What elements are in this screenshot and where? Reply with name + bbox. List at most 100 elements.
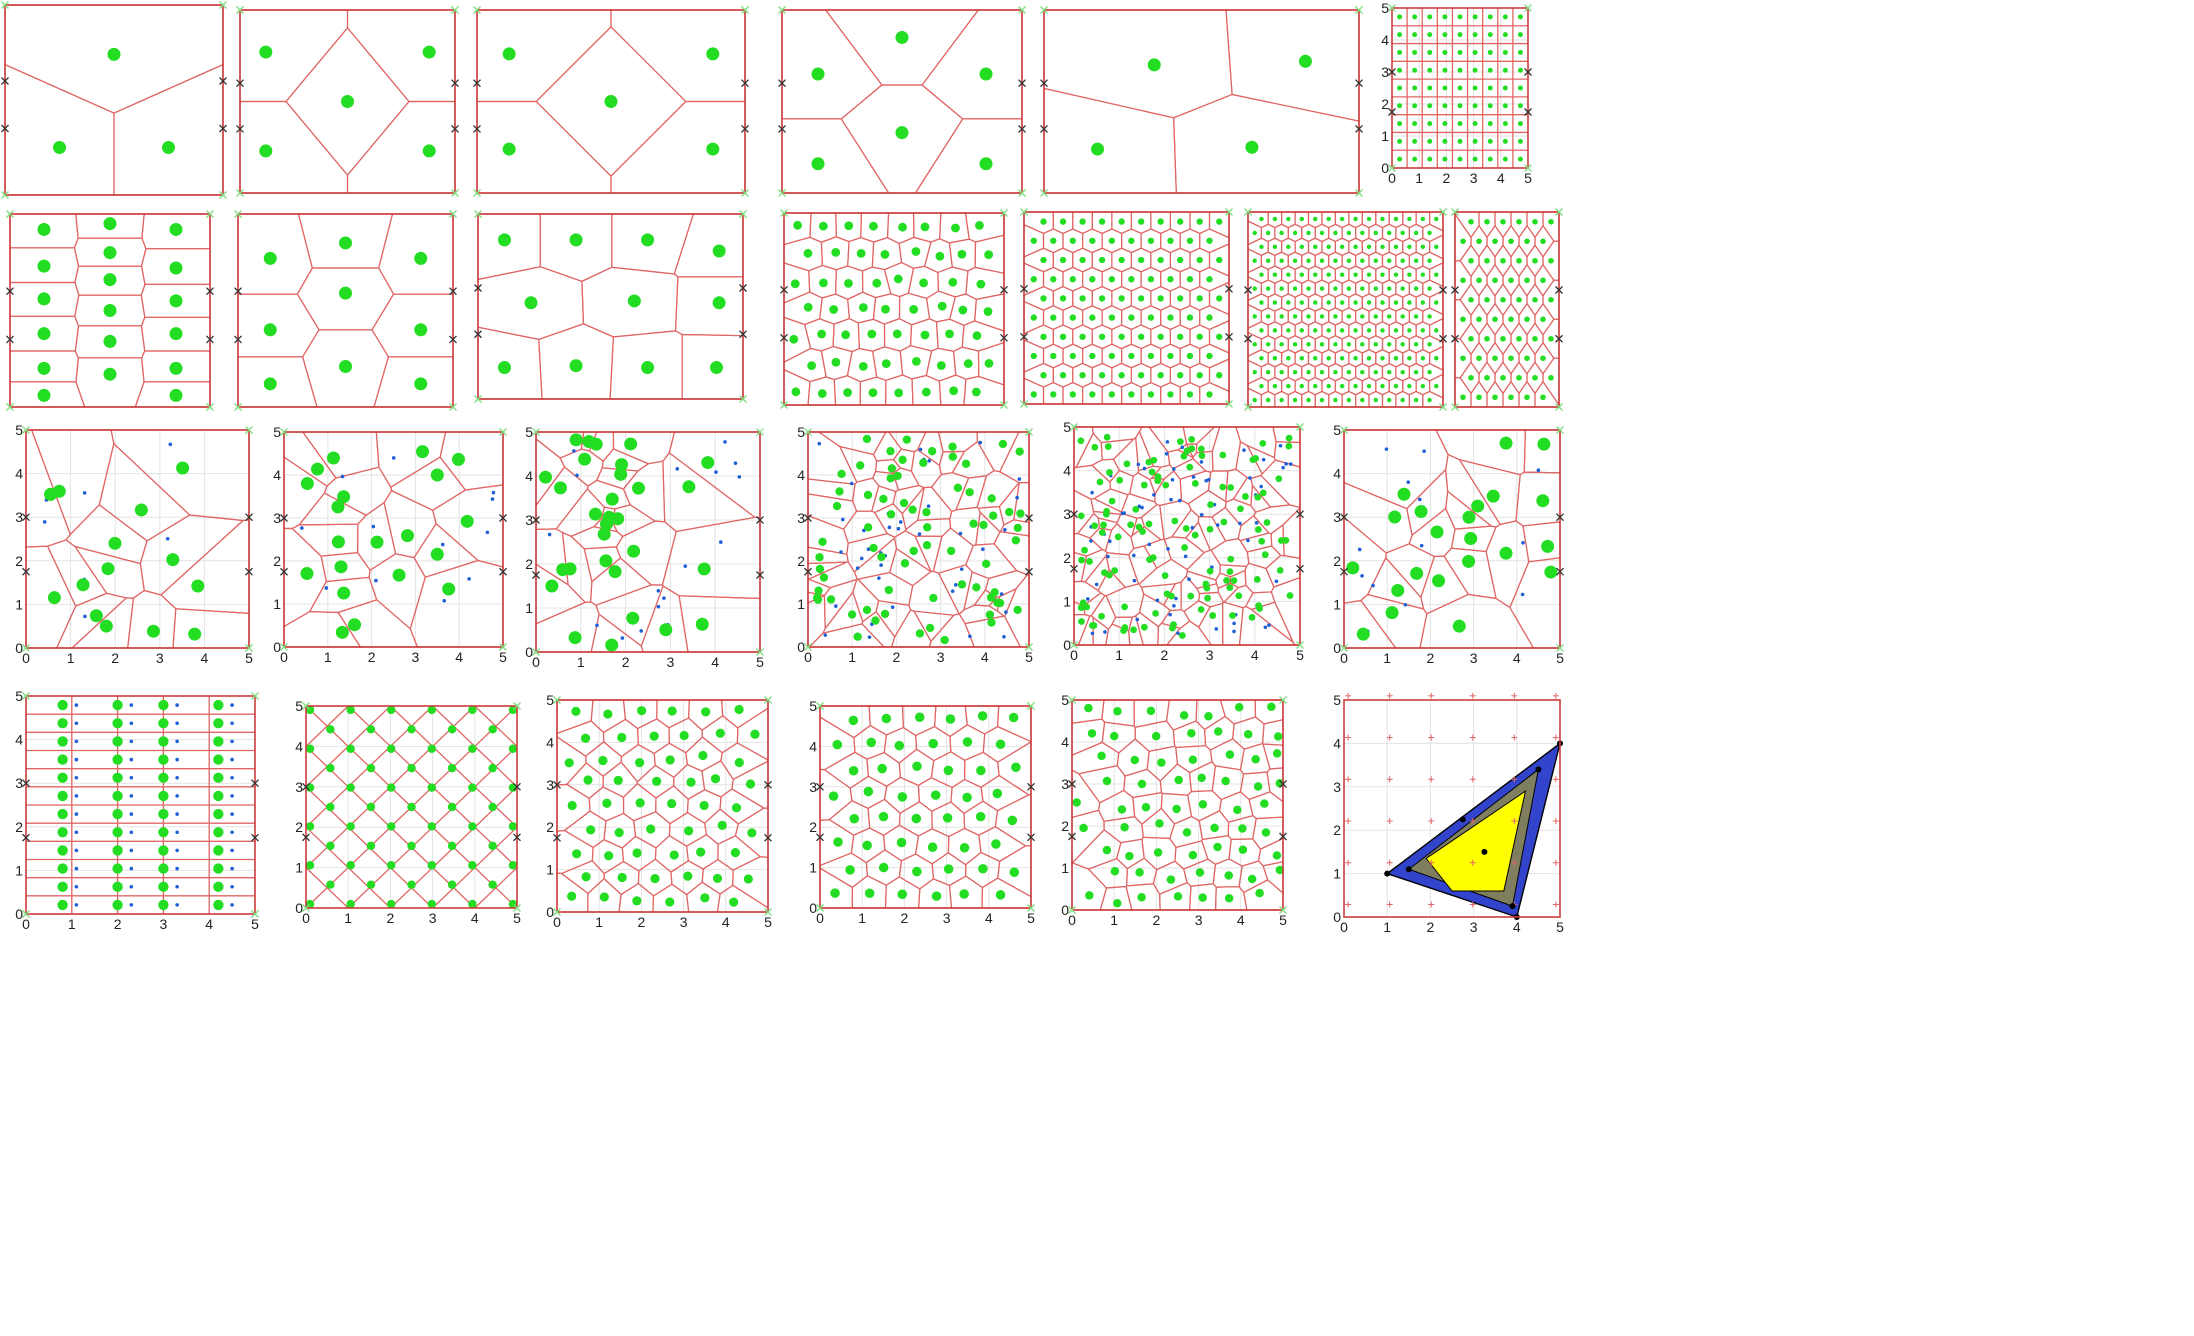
seed-point xyxy=(972,331,982,341)
seed-point xyxy=(1427,342,1432,347)
seed-point xyxy=(698,750,708,761)
seed-point xyxy=(1137,333,1145,340)
seed-point xyxy=(1339,300,1345,305)
y-tick-label: 4 xyxy=(1333,466,1341,482)
seed-point xyxy=(158,808,169,820)
seed-point xyxy=(1484,296,1490,303)
cell-edges xyxy=(1343,429,1561,649)
panel-frame xyxy=(1073,426,1301,646)
seed-point xyxy=(1275,475,1283,483)
seed-point xyxy=(1147,352,1155,360)
seed-point xyxy=(1089,276,1096,283)
seed-point xyxy=(1206,352,1213,360)
seed-point xyxy=(1203,584,1211,592)
seed-point xyxy=(886,446,895,456)
seed-point xyxy=(599,554,613,568)
voronoi-cell xyxy=(674,276,744,337)
y-tick-label: 5 xyxy=(15,422,23,438)
seed-point xyxy=(1397,103,1403,109)
sample-points xyxy=(74,703,234,907)
seed-point xyxy=(1476,277,1482,284)
voronoi-cell xyxy=(371,293,454,358)
seed-point xyxy=(1005,507,1014,517)
seed-point xyxy=(949,386,959,396)
cell-edges xyxy=(1392,8,1528,168)
cross-marker xyxy=(741,124,749,133)
voronoi-cell xyxy=(1023,324,1054,350)
x-tick-label: 2 xyxy=(1427,650,1435,666)
seed-points xyxy=(539,433,715,652)
seed-point xyxy=(422,144,436,158)
voronoi-cell xyxy=(1422,223,1444,243)
x-tick-label: 3 xyxy=(412,649,420,665)
seed-point xyxy=(1137,779,1147,789)
sample-point xyxy=(953,583,958,587)
seed-point xyxy=(1339,356,1345,361)
sample-point xyxy=(1263,625,1268,630)
seed-point xyxy=(819,278,828,288)
x-tick-label: 1 xyxy=(344,910,352,926)
sample-points xyxy=(300,456,496,603)
seed-point xyxy=(158,718,169,729)
seed-point xyxy=(911,247,921,256)
seed-point xyxy=(1260,799,1269,808)
seed-point xyxy=(1434,272,1439,277)
seed-point xyxy=(213,790,224,802)
seed-point xyxy=(896,837,907,848)
voronoi-cell xyxy=(1235,426,1277,459)
seed-point xyxy=(508,744,518,753)
seed-point xyxy=(1224,871,1233,880)
voronoi-cell xyxy=(75,357,145,408)
seed-point xyxy=(1353,272,1358,277)
y-tick-label: 3 xyxy=(1063,506,1071,522)
seed-point xyxy=(945,714,956,724)
seed-point xyxy=(326,725,335,734)
seed-point xyxy=(1059,218,1067,225)
seed-point xyxy=(1279,314,1284,319)
seed-point xyxy=(862,434,872,444)
seed-point xyxy=(1326,383,1331,389)
seed-point xyxy=(1180,452,1188,460)
seed-point xyxy=(945,329,954,339)
seed-point xyxy=(1279,397,1284,403)
seed-point xyxy=(498,233,511,247)
seed-point xyxy=(1079,218,1086,225)
seed-point xyxy=(346,899,355,909)
cross-marker xyxy=(1018,189,1026,197)
sample-point xyxy=(374,578,378,583)
seed-point xyxy=(1360,369,1365,375)
seed-point xyxy=(880,250,890,259)
seed-point xyxy=(1216,218,1223,225)
sample-point xyxy=(442,598,447,603)
seed-point xyxy=(972,583,981,592)
seed-point xyxy=(1380,356,1385,361)
cross-marker xyxy=(739,284,747,292)
cross-marker xyxy=(1244,334,1252,343)
seed-point xyxy=(158,827,169,838)
cross-marker xyxy=(245,513,253,522)
seed-point xyxy=(1548,257,1554,264)
seed-point xyxy=(1286,356,1291,361)
seed-point xyxy=(1207,501,1214,508)
y-tick-label: 0 xyxy=(15,906,23,922)
cross-marker xyxy=(780,209,788,217)
x-tick-label: 2 xyxy=(1153,912,1161,928)
seed-point xyxy=(1460,355,1466,362)
cell-edges xyxy=(535,431,761,653)
seed-point xyxy=(407,841,416,851)
seed-point xyxy=(1524,277,1530,284)
seed-point xyxy=(334,560,348,574)
y-tick-label: 4 xyxy=(295,738,303,754)
seed-point xyxy=(213,845,224,856)
seed-point xyxy=(1412,103,1418,109)
seed-point xyxy=(1548,218,1554,225)
seed-point xyxy=(734,757,744,768)
seed-point xyxy=(963,359,973,368)
seed-point xyxy=(1111,567,1119,574)
seed-point xyxy=(899,498,909,508)
x-tick-label: 4 xyxy=(722,914,730,930)
seed-point xyxy=(1346,258,1352,263)
seed-point xyxy=(1499,546,1513,560)
x-tick-label: 4 xyxy=(455,649,463,665)
